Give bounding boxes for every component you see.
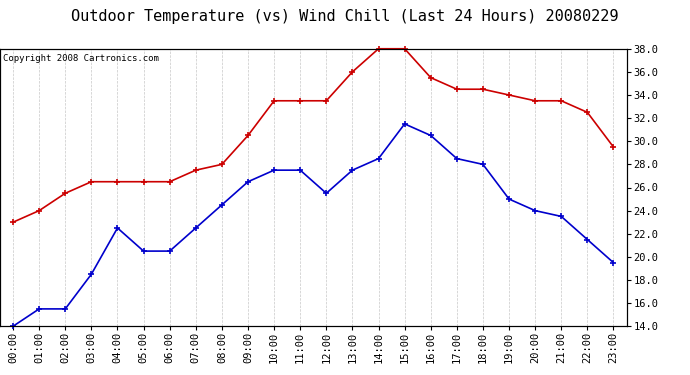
- Text: Outdoor Temperature (vs) Wind Chill (Last 24 Hours) 20080229: Outdoor Temperature (vs) Wind Chill (Las…: [71, 9, 619, 24]
- Text: Copyright 2008 Cartronics.com: Copyright 2008 Cartronics.com: [3, 54, 159, 63]
